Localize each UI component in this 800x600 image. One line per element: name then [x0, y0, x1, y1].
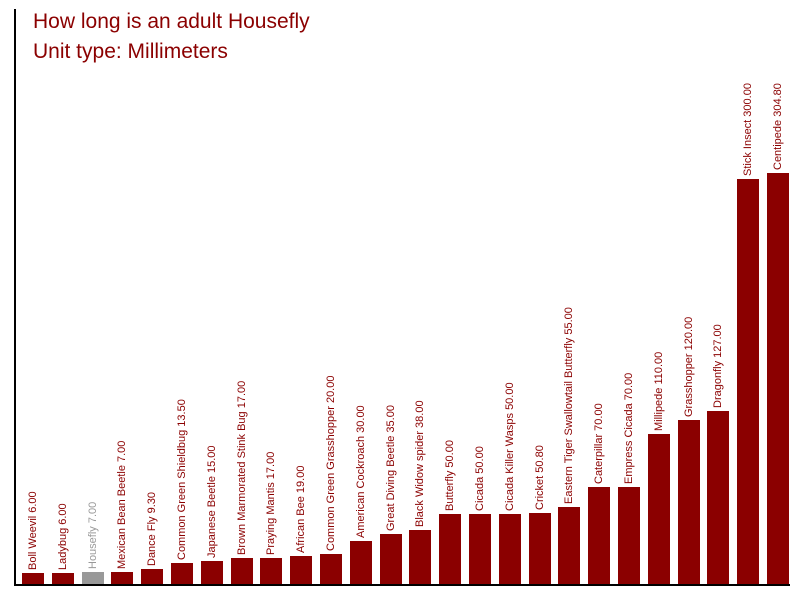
- bar: [588, 487, 610, 584]
- bar-label: Common Green Shieldbug 13.50: [176, 399, 188, 560]
- bar: [707, 411, 729, 584]
- chart-title: How long is an adult Housefly: [33, 10, 310, 33]
- chart-subtitle: Unit type: Millimeters: [33, 40, 228, 63]
- bar-label: African Bee 19.00: [295, 465, 307, 553]
- bar: [171, 563, 193, 584]
- bar-label: Stick Insect 300.00: [742, 83, 754, 176]
- bar-label: Dragonfly 127.00: [712, 324, 724, 408]
- bar-label: Cicada 50.00: [474, 446, 486, 511]
- bar-label: Eastern Tiger Swallowtail Butterfly 55.0…: [563, 307, 575, 504]
- bar-label: Black Widow spider 38.00: [414, 400, 426, 527]
- bar-label: Grasshopper 120.00: [683, 316, 695, 417]
- bar: [767, 173, 789, 584]
- bar-label: American Cockroach 30.00: [355, 405, 367, 538]
- bar: [320, 554, 342, 584]
- bar: [737, 179, 759, 584]
- bar: [260, 558, 282, 584]
- bar-label: Common Green Grasshopper 20.00: [325, 375, 337, 551]
- bar: [678, 420, 700, 584]
- bar-label: Japanese Beetle 15.00: [206, 445, 218, 558]
- bar-label: Empress Cicada 70.00: [623, 372, 635, 484]
- bar-label: Ladybug 6.00: [57, 503, 69, 570]
- bar-label: Praying Mantis 17.00: [265, 451, 277, 555]
- bar-label: Butterfly 50.00: [444, 440, 456, 511]
- bar-label: Centipede 304.80: [772, 83, 784, 170]
- bar: [111, 572, 133, 584]
- bar-label: Cicada Killer Wasps 50.00: [504, 382, 516, 511]
- bar: [618, 487, 640, 584]
- bar: [469, 514, 491, 584]
- bar: [290, 556, 312, 584]
- bar-label: Boll Weevil 6.00: [27, 491, 39, 570]
- bar: [231, 558, 253, 584]
- bar: [141, 569, 163, 584]
- bar: [201, 561, 223, 584]
- bar-label: Mexican Bean Beetle 7.00: [116, 440, 128, 569]
- bar-label: Caterpillar 70.00: [593, 403, 605, 484]
- bar: [499, 514, 521, 584]
- bar: [350, 541, 372, 584]
- bar: [529, 513, 551, 584]
- y-axis-line: [14, 9, 16, 586]
- bar-label: Great Diving Beetle 35.00: [385, 405, 397, 531]
- bar-label: Housefly 7.00: [87, 501, 99, 569]
- bar-label: Dance Fly 9.30: [146, 492, 158, 566]
- bar: [82, 572, 104, 584]
- bar: [52, 573, 74, 584]
- bar: [380, 534, 402, 584]
- x-axis-line: [14, 584, 790, 586]
- bar: [22, 573, 44, 584]
- bar: [439, 514, 461, 584]
- bar-label: Cricket 50.80: [534, 445, 546, 510]
- bar: [558, 507, 580, 584]
- bar: [409, 530, 431, 584]
- bar-label: Brown Marmorated Stink Bug 17.00: [236, 380, 248, 555]
- bar: [648, 434, 670, 584]
- bar-label: Millipede 110.00: [653, 351, 665, 431]
